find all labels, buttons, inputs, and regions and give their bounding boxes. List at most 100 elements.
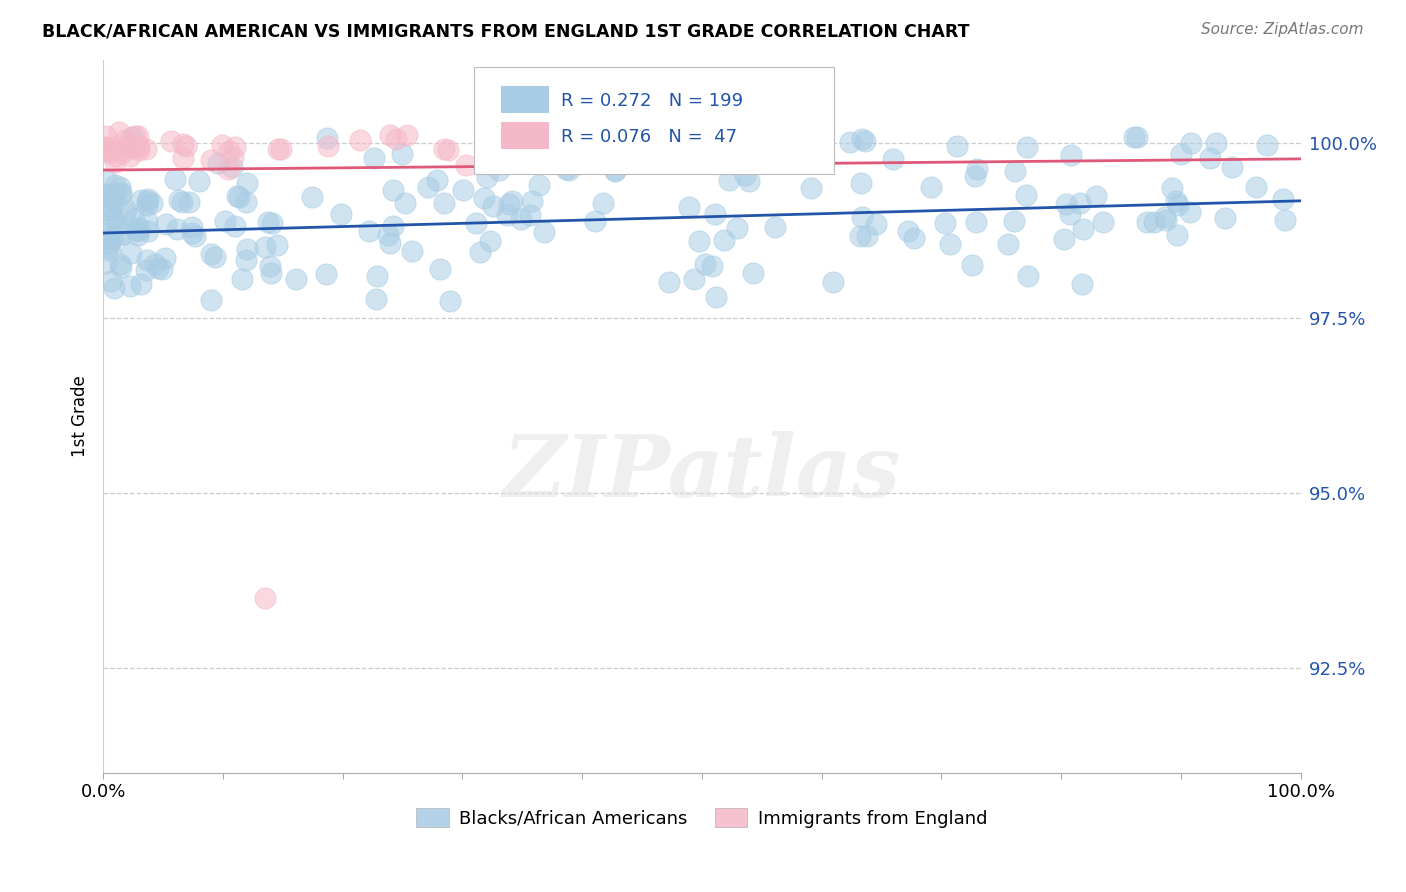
Point [110, 260, 132, 275]
Point [172, 137, 194, 152]
Point [211, 137, 233, 152]
Point [122, 212, 145, 227]
Point [124, 141, 146, 155]
Point [181, 227, 204, 241]
Point [111, 146, 134, 161]
Point [94, 129, 117, 144]
Point [200, 153, 222, 167]
Point [101, 232, 124, 246]
Point [962, 258, 984, 272]
Point [1054, 197, 1077, 211]
Point [94, 140, 117, 154]
Point [204, 251, 226, 265]
Point [136, 253, 159, 268]
Point [865, 217, 887, 231]
Point [823, 275, 845, 289]
Point [155, 217, 177, 231]
Point [472, 191, 495, 205]
Point [217, 161, 239, 176]
Point [377, 228, 399, 243]
Point [121, 129, 143, 144]
Point [141, 196, 163, 211]
Point [1154, 210, 1177, 224]
Point [143, 257, 166, 271]
Point [253, 240, 276, 254]
Point [180, 219, 202, 234]
Point [946, 138, 969, 153]
Point [1154, 213, 1177, 227]
Point [464, 216, 486, 230]
Point [396, 128, 419, 143]
Point [301, 190, 323, 204]
Point [496, 208, 519, 222]
Point [378, 235, 401, 250]
Point [120, 139, 142, 153]
Point [382, 183, 405, 197]
Point [236, 177, 259, 191]
Point [166, 221, 188, 235]
Point [260, 216, 283, 230]
Point [583, 214, 606, 228]
Point [153, 252, 176, 266]
Point [94, 145, 117, 159]
Point [394, 196, 416, 211]
Point [1084, 189, 1107, 203]
Point [108, 180, 131, 194]
Point [703, 207, 725, 221]
Point [174, 139, 197, 153]
Point [381, 219, 404, 233]
Point [1070, 277, 1092, 292]
Point [136, 198, 159, 212]
Point [121, 139, 143, 153]
Point [136, 224, 159, 238]
Point [259, 260, 281, 274]
Point [800, 181, 823, 195]
Point [366, 269, 388, 284]
Point [401, 244, 423, 258]
Point [224, 219, 246, 233]
Point [756, 147, 779, 161]
Point [184, 228, 207, 243]
Point [330, 207, 353, 221]
Point [253, 591, 276, 605]
Point [851, 176, 873, 190]
Point [222, 150, 245, 164]
Point [1178, 204, 1201, 219]
Point [658, 275, 681, 289]
Point [437, 143, 460, 157]
Point [150, 262, 173, 277]
Point [1069, 195, 1091, 210]
Point [315, 130, 337, 145]
Point [100, 201, 122, 215]
Point [285, 272, 308, 286]
Point [934, 217, 956, 231]
Point [479, 234, 502, 248]
Point [125, 223, 148, 237]
Point [135, 142, 157, 156]
Point [849, 228, 872, 243]
Point [378, 128, 401, 142]
Point [1213, 211, 1236, 226]
Point [104, 155, 127, 169]
Point [128, 143, 150, 157]
Point [94, 186, 117, 201]
Point [120, 246, 142, 260]
Point [897, 224, 920, 238]
Point [221, 160, 243, 174]
Point [838, 135, 860, 149]
Point [1166, 198, 1188, 212]
Point [200, 293, 222, 307]
Point [533, 225, 555, 239]
Point [316, 139, 339, 153]
Point [456, 158, 478, 172]
Point [226, 188, 249, 202]
Point [98, 236, 121, 251]
Point [1161, 180, 1184, 194]
Point [1060, 148, 1083, 162]
Point [519, 208, 541, 222]
Point [235, 242, 257, 256]
Point [1015, 140, 1038, 154]
Point [1220, 161, 1243, 175]
FancyBboxPatch shape [501, 121, 548, 149]
Point [108, 257, 131, 271]
